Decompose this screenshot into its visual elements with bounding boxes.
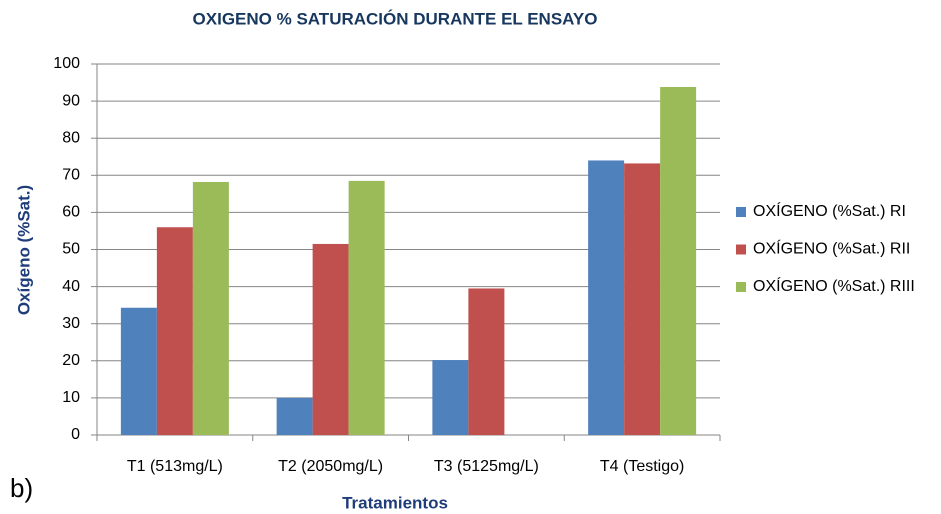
legend-swatch <box>736 207 746 217</box>
y-tick-label: 40 <box>62 278 80 295</box>
x-tick-label: T2 (2050mg/L) <box>278 458 383 475</box>
bar <box>432 360 469 435</box>
x-axis-label: Tratamientos <box>342 493 448 512</box>
annotation: b) <box>10 473 33 503</box>
y-tick-label: 70 <box>62 167 80 184</box>
legend-swatch <box>736 282 746 292</box>
y-axis-label: Oxígeno (%Sat.) <box>14 185 33 315</box>
bar <box>192 181 229 435</box>
bar <box>624 163 661 436</box>
x-tick-label: T1 (513mg/L) <box>127 458 223 475</box>
y-tick-label: 0 <box>71 426 80 443</box>
x-tick-label: T3 (5125mg/L) <box>434 458 539 475</box>
bar <box>660 87 697 435</box>
bar <box>588 160 625 435</box>
y-tick-label: 50 <box>62 241 80 258</box>
legend-label: OXÍGENO (%Sat.) RI <box>753 201 906 220</box>
y-tick-label: 10 <box>62 389 80 406</box>
y-tick-label: 80 <box>62 129 80 146</box>
bar <box>348 180 385 435</box>
bar <box>120 307 157 435</box>
y-tick-label: 100 <box>53 55 80 72</box>
legend-label: OXÍGENO (%Sat.) RII <box>753 239 910 258</box>
y-tick-label: 30 <box>62 315 80 332</box>
y-tick-label: 60 <box>62 204 80 221</box>
bar <box>156 227 193 435</box>
legend-label: OXÍGENO (%Sat.) RIII <box>753 276 915 295</box>
bar <box>468 288 505 435</box>
legend-swatch <box>736 244 746 255</box>
y-tick-label: 90 <box>62 92 80 109</box>
chart-title: OXIGENO % SATURACIÓN DURANTE EL ENSAYO <box>193 9 598 28</box>
x-tick-label: T4 (Testigo) <box>600 458 684 475</box>
bar <box>312 243 349 435</box>
y-tick-label: 20 <box>62 352 80 369</box>
bar <box>276 397 313 435</box>
